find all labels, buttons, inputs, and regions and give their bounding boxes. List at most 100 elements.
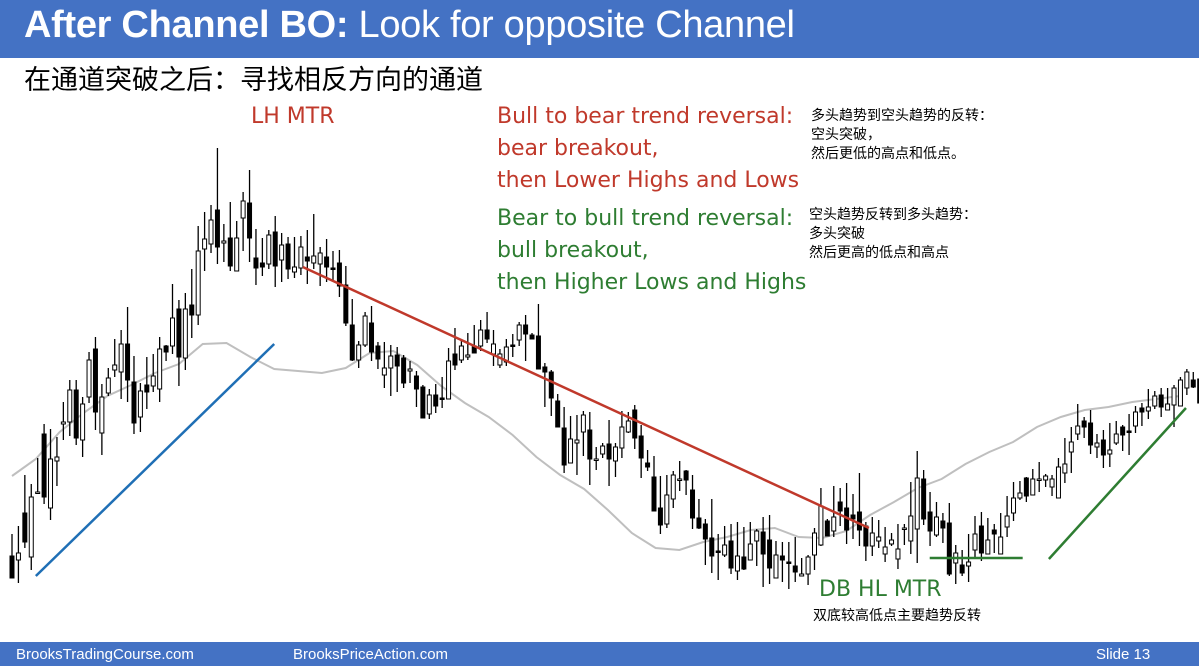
candle (266, 230, 272, 269)
candle (227, 202, 233, 271)
lh-mtr-label: LH MTR (251, 104, 335, 129)
candle (921, 470, 927, 525)
candle (933, 502, 939, 537)
bear-to-bull-line-3: then Higher Lows and Highs (497, 270, 807, 295)
candle (1017, 481, 1023, 500)
candle (221, 224, 227, 262)
candle (471, 325, 477, 354)
candle (927, 492, 933, 546)
candle (889, 533, 895, 546)
candle (1068, 427, 1074, 473)
candle (715, 534, 721, 580)
candle (15, 526, 21, 583)
candle (812, 528, 817, 570)
candle (1030, 469, 1036, 496)
candle (478, 320, 484, 351)
candle (1081, 417, 1087, 438)
candle (413, 371, 419, 407)
candle (805, 555, 811, 585)
candle (407, 361, 413, 383)
candle (304, 230, 310, 284)
candle (465, 333, 471, 360)
candle (734, 522, 740, 580)
candle (426, 389, 432, 419)
candle (824, 519, 830, 537)
candle (401, 355, 407, 388)
candle (978, 512, 984, 561)
candle (60, 402, 66, 440)
candle (625, 412, 631, 433)
candle (343, 266, 349, 326)
candle (895, 524, 901, 569)
candle (844, 483, 850, 544)
candle (882, 527, 888, 562)
candle (1094, 434, 1100, 458)
candle (1145, 389, 1151, 419)
candle (664, 475, 670, 528)
candle (99, 384, 105, 455)
candle (1133, 406, 1138, 433)
candle (760, 517, 766, 587)
candle (612, 443, 618, 477)
candle (41, 424, 47, 504)
candle (1190, 372, 1196, 388)
candle (491, 330, 496, 366)
bull-to-bear-cn-line-2: 空头突破， (811, 127, 881, 143)
candle (163, 345, 169, 361)
candle (722, 526, 728, 557)
candle (767, 515, 773, 584)
candle (356, 341, 362, 368)
candle (1023, 477, 1029, 502)
footer-mid-link[interactable]: BrooksPriceAction.com (293, 646, 449, 663)
candle (137, 383, 143, 432)
candle (253, 229, 259, 285)
candle (619, 411, 625, 458)
candle (593, 447, 599, 470)
candle (1049, 475, 1055, 496)
footer-left-link[interactable]: BrooksTradingCourse.com (16, 646, 194, 663)
candle (291, 237, 297, 278)
bear-to-bull-line-1: Bear to bull trend reversal: (497, 206, 794, 231)
footer-bar (0, 642, 1199, 666)
candle (1004, 496, 1010, 537)
blue-trendline (34, 343, 276, 577)
candle (369, 306, 375, 361)
candle (1088, 410, 1094, 454)
candle (799, 558, 805, 577)
candle (362, 312, 368, 347)
candle (1055, 458, 1061, 499)
red-trendline (302, 265, 870, 530)
candle (105, 368, 111, 396)
candle (375, 342, 381, 369)
candle (773, 541, 779, 579)
candle (234, 221, 240, 272)
candle (657, 476, 663, 534)
candle (125, 307, 131, 402)
candle (606, 420, 612, 486)
candle (548, 370, 554, 416)
bull-to-bear-line-1: Bull to bear trend reversal: (497, 104, 794, 129)
bull-to-bear-text: Bull to bear trend reversal: bear breako… (497, 101, 799, 197)
candle (645, 450, 651, 471)
candle-layer (9, 148, 1199, 589)
bull-to-bear-text-cn: 多头趋势到空头趋势的反转： 空头突破， 然后更低的高点和低点。 (811, 107, 993, 164)
candle (702, 519, 708, 565)
candle (677, 461, 683, 491)
candle (651, 456, 657, 512)
bear-to-bull-cn-line-1: 空头趋势反转到多头趋势： (809, 207, 977, 223)
slide-title-bold: After Channel BO: (24, 4, 349, 46)
candle (22, 475, 28, 548)
candle (150, 354, 156, 392)
ema-layer (11, 341, 1181, 552)
candle (869, 517, 875, 556)
candle (458, 341, 464, 363)
candle (914, 451, 920, 563)
candle (208, 205, 214, 253)
candle (696, 499, 702, 529)
candle (35, 458, 41, 494)
candle (80, 397, 86, 457)
bull-to-bear-line-3: then Lower Highs and Lows (497, 168, 800, 193)
candle (131, 356, 137, 434)
bear-to-bull-text-cn: 空头趋势反转到多头趋势： 多头突破 然后更高的低点和高点 (809, 206, 977, 263)
bear-to-bull-cn-line-3: 然后更高的低点和高点 (809, 245, 949, 261)
